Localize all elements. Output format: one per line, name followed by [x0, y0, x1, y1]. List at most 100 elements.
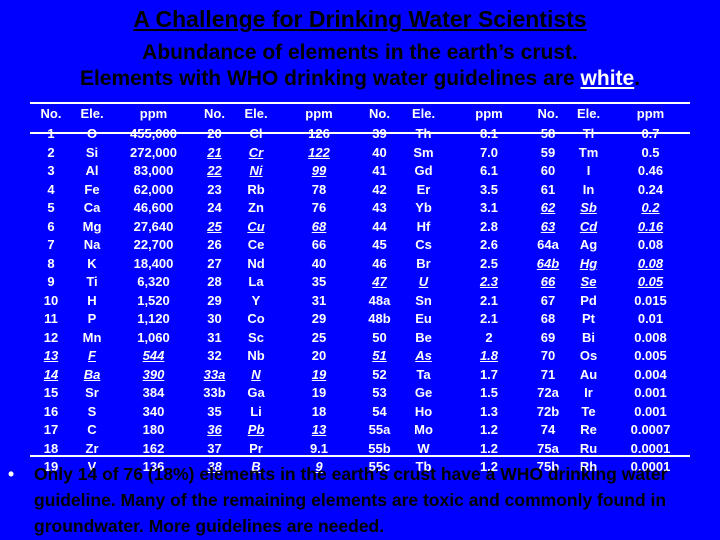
table-row: 2 Si 272,000 21 Cr 122 40 Sm 7.0 59 Tm 0.5 [30, 144, 690, 163]
element-number: 64b [536, 255, 560, 271]
element-number: 22 [207, 163, 222, 178]
element-symbol: Ce [247, 237, 265, 252]
element-number: 31 [207, 329, 222, 345]
element-number: 12 [43, 329, 59, 345]
element-symbol: C [87, 422, 97, 437]
element-ppm: 0.0001 [630, 440, 671, 456]
element-number: 64a [537, 237, 559, 252]
no-header: No. [40, 106, 62, 121]
element-number: 44 [372, 218, 387, 234]
element-number: 59 [540, 144, 556, 160]
element-number: 27 [207, 255, 222, 271]
element-ppm: 180 [142, 422, 165, 437]
table-top-rule [30, 102, 690, 104]
element-ppm: 25 [311, 329, 327, 345]
element-number: 66 [540, 274, 556, 289]
element-ppm: 13 [311, 422, 327, 437]
table-row: 14 Ba 390 33a N 19 52 Ta 1.7 71 Au 0.004 [30, 366, 690, 385]
element-symbol: Hf [416, 218, 431, 234]
element-symbol: Ir [584, 385, 593, 400]
element-ppm: 0.5 [641, 144, 660, 160]
element-symbol: Tb [415, 459, 432, 474]
element-ppm: 0.005 [634, 348, 667, 363]
element-number: 30 [207, 311, 222, 326]
element-symbol: Si [85, 144, 99, 160]
element-symbol: Mn [82, 329, 102, 345]
element-symbol: Re [580, 422, 597, 437]
element-ppm: 455,000 [130, 126, 177, 141]
element-ppm: 0.015 [634, 292, 667, 308]
element-number: 8 [47, 255, 55, 271]
element-ppm: 83,000 [133, 163, 174, 178]
element-number: 72a [537, 385, 559, 400]
element-symbol: Na [83, 237, 101, 252]
element-ppm: 1.2 [479, 440, 499, 456]
element-number: 43 [372, 200, 387, 215]
element-symbol: Ta [416, 366, 431, 382]
element-symbol: W [417, 440, 430, 456]
element-ppm: 1,520 [137, 292, 170, 308]
element-symbol: Pd [580, 292, 597, 308]
element-symbol: Cr [248, 144, 264, 160]
element-symbol: Be [415, 329, 432, 345]
element-symbol: Sr [85, 385, 99, 400]
element-ppm: 0.46 [637, 163, 664, 178]
element-number: 47 [372, 274, 387, 289]
element-number: 26 [207, 237, 222, 252]
table-row: 5 Ca 46,600 24 Zn 76 43 Yb 3.1 62 Sb 0.2 [30, 199, 690, 218]
subtitle-line-1: Abundance of elements in the earth’s cru… [142, 41, 578, 64]
element-ppm: 18,400 [133, 255, 174, 271]
element-number: 55a [368, 422, 391, 437]
element-number: 33a [203, 366, 226, 382]
element-symbol: F [88, 348, 96, 363]
element-number: 75b [536, 459, 560, 474]
element-ppm: 27,640 [133, 218, 174, 234]
element-number: 54 [372, 403, 387, 419]
element-symbol: Nd [247, 255, 265, 271]
element-ppm: 7.0 [479, 144, 499, 160]
element-ppm: 0.16 [637, 218, 664, 234]
no-header: No. [204, 106, 225, 121]
slide-title: A Challenge for Drinking Water Scientist… [133, 6, 587, 32]
ppm-header: ppm [305, 106, 333, 121]
element-symbol: Mo [414, 422, 433, 437]
element-symbol: Sm [413, 144, 434, 160]
element-symbol: Rb [247, 181, 265, 197]
element-ppm: 340 [142, 403, 165, 419]
element-number: 25 [207, 218, 222, 234]
element-number: 74 [540, 422, 556, 437]
element-symbol: Nb [247, 348, 265, 363]
element-symbol: Sb [580, 200, 597, 215]
table-row: 10 H 1,520 29 Y 31 48a Sn 2.1 67 Pd 0.015 [30, 292, 690, 311]
subtitle-line-2-text: Elements with WHO drinking water guideli… [79, 67, 581, 90]
table-row: 16 S 340 35 Li 18 54 Ho 1.3 72b Te 0.001 [30, 403, 690, 422]
element-ppm: 6.1 [479, 163, 499, 178]
element-symbol: Ba [83, 366, 101, 382]
element-ppm: 122 [308, 144, 330, 160]
element-header: Ele. [576, 106, 601, 121]
table-row: 1 O 455,000 20 Cl 126 39 Th 8.1 58 Tl 0.7 [30, 125, 690, 144]
element-number: 48b [368, 311, 391, 326]
element-number: 19 [43, 459, 59, 474]
element-symbol: Se [580, 274, 597, 289]
element-number: 2 [47, 144, 55, 160]
element-number: 72b [536, 403, 560, 419]
element-number: 4 [47, 181, 55, 197]
element-symbol: Eu [415, 311, 432, 326]
element-ppm: 0.0001 [630, 459, 671, 474]
element-ppm: 2.6 [479, 237, 499, 252]
table-bottom-rule [30, 455, 690, 457]
element-ppm: 8.1 [479, 126, 499, 141]
element-number: 67 [540, 292, 556, 308]
element-number: 38 [207, 459, 222, 474]
subtitle-period: . [634, 67, 641, 90]
element-number: 24 [207, 200, 222, 215]
element-symbol: Bi [582, 329, 595, 345]
element-ppm: 19 [311, 385, 327, 400]
element-ppm: 1,120 [137, 311, 170, 326]
element-symbol: In [582, 181, 595, 197]
element-symbol: Ca [83, 200, 101, 215]
element-number: 16 [43, 403, 59, 419]
element-number: 50 [372, 329, 387, 345]
element-number: 42 [372, 181, 387, 197]
